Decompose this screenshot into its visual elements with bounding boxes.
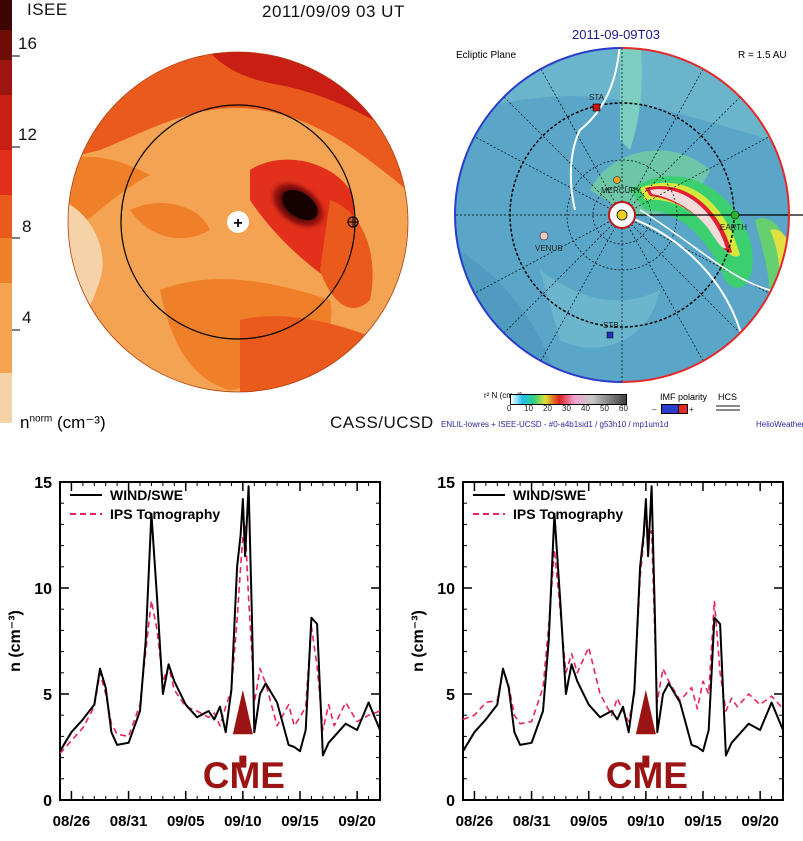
legend-label: WIND/SWE (110, 487, 183, 503)
imf-negative-swatch (661, 404, 679, 414)
legend-label: WIND/SWE (513, 487, 586, 503)
chart-svg: 0 5 10 15 08/26 08/31 09/05 09/10 09/15 09/20 n (c… (410, 475, 784, 830)
x-tick-label: 08/26 (53, 813, 91, 830)
cme-annotation: CME (203, 755, 285, 796)
y-tick-label: 0 (43, 793, 52, 810)
series-line-0 (462, 485, 784, 757)
body-label-stb: STB (603, 321, 619, 330)
density-tick: 40 (581, 404, 590, 413)
colorbar-seg (0, 150, 12, 195)
stb-marker (606, 331, 614, 339)
y-tick-label: 10 (34, 581, 52, 598)
y-tick-label: 15 (34, 475, 52, 492)
x-tick-label: 09/15 (281, 813, 319, 830)
hcs-line-icon (716, 405, 740, 407)
density-tick: 10 (524, 404, 533, 413)
sun-plus-icon: + (233, 215, 242, 232)
hcs-label: HCS (718, 392, 738, 402)
body-label-sta: STA (589, 93, 604, 102)
y-axis-label: n (cm⁻³) (410, 610, 427, 672)
cme-arrow-shaft (239, 755, 247, 768)
imf-rim-positive (621, 47, 790, 383)
imf-plus: + (689, 405, 694, 414)
body-label-venus: VENUS (535, 244, 563, 253)
series-line-1 (462, 506, 784, 725)
imf-minus: – (652, 405, 657, 414)
x-tick-label: 09/05 (570, 813, 608, 830)
density-tick: 0 (507, 404, 512, 413)
colorbar-seg (0, 195, 12, 238)
x-tick-label: 09/05 (167, 813, 205, 830)
chart-svg: 0 5 10 15 08/26 08/31 09/05 09/10 09/15 09/20 n (c… (7, 475, 381, 830)
x-tick-label: 08/31 (513, 813, 551, 830)
mercury-marker (613, 176, 621, 184)
earth-marker (730, 210, 740, 220)
plot-frame (59, 481, 381, 801)
body-label-earth: EARTH (720, 223, 747, 232)
hcs-line-icon (716, 409, 740, 411)
colorbar-seg (0, 30, 12, 60)
enlil-plane-label: Ecliptic Plane (456, 50, 517, 61)
density-chart-left: 0 5 10 15 08/26 08/31 09/05 09/10 09/15 09/20 n (c… (0, 470, 400, 836)
density-colorbar-ticks: 0 10 20 30 40 50 60 (507, 404, 633, 414)
y-axis-label: n (cm⁻³) (7, 610, 24, 672)
x-tick-label: 09/10 (627, 813, 665, 830)
x-tick-label: 08/31 (110, 813, 148, 830)
cme-arrow-head (232, 689, 253, 735)
enlil-panel (454, 47, 803, 383)
body-label-mercury: MERCURY (601, 186, 642, 195)
enlil-footer-left: ENLIL-lowres + ISEE-UCSD - #0-a4b1sid1 /… (441, 420, 669, 429)
cme-arrow-shaft (642, 755, 650, 768)
isee-panel: + (0, 0, 409, 423)
x-tick-label: 09/10 (224, 813, 262, 830)
y-tick-label: 15 (437, 475, 455, 492)
sun-marker (227, 211, 249, 233)
y-tick-label: 10 (437, 581, 455, 598)
density-colorbar-label: r² N (cm⁻³) (484, 391, 523, 400)
imf-rim-negative (454, 47, 623, 383)
plot-frame (462, 481, 784, 801)
density-tick: 60 (619, 404, 628, 413)
colorbar-seg (0, 60, 12, 95)
y-tick-label: 5 (446, 687, 455, 704)
x-tick-label: 09/20 (338, 813, 376, 830)
density-chart-right: 0 5 10 15 08/26 08/31 09/05 09/10 09/15 09/20 n (c… (403, 470, 803, 836)
legend-label: IPS Tomography (110, 506, 220, 522)
isee-header-right: 2011/09/09 03 UT (262, 2, 405, 21)
enlil-footer-right: HelioWeather (756, 420, 803, 429)
x-tick-label: 08/26 (456, 813, 494, 830)
isee-header-left: ISEE (27, 0, 68, 19)
colorbar-tick-label: 16 (18, 34, 37, 53)
y-tick-label: 0 (446, 793, 455, 810)
density-tick: 30 (562, 404, 571, 413)
density-tick: 50 (600, 404, 609, 413)
enlil-radius-label: R = 1.5 AU (738, 50, 787, 61)
colorbar-seg (0, 238, 12, 283)
imf-polarity-label: IMF polarity (660, 392, 708, 402)
venus-marker (539, 231, 549, 241)
series-line-0 (59, 485, 381, 757)
colorbar-seg (0, 373, 12, 423)
colorbar-seg (0, 0, 12, 30)
isee-credit: CASS/UCSD (330, 413, 434, 432)
density-tick: 20 (543, 404, 552, 413)
colorbar-seg (0, 95, 12, 150)
colorbar-seg (0, 283, 12, 373)
enlil-title: 2011-09-09T03 (572, 27, 660, 42)
cme-annotation: CME (606, 755, 688, 796)
x-tick-label: 09/20 (741, 813, 779, 830)
x-tick-label: 09/15 (684, 813, 722, 830)
cme-arrow-head (635, 689, 656, 735)
colorbar-tick-label: 8 (22, 217, 32, 236)
series-line-1 (59, 523, 381, 754)
density-colorbar (510, 394, 627, 405)
imf-positive-swatch (678, 404, 688, 414)
sta-marker (592, 103, 601, 112)
y-tick-label: 5 (43, 687, 52, 704)
colorbar-label: nnorm (cm⁻³) (20, 413, 106, 432)
colorbar-tick-label: 12 (18, 125, 37, 144)
isee-colorbar (0, 0, 20, 423)
legend-label: IPS Tomography (513, 506, 623, 522)
colorbar-tick-label: 4 (22, 308, 32, 327)
